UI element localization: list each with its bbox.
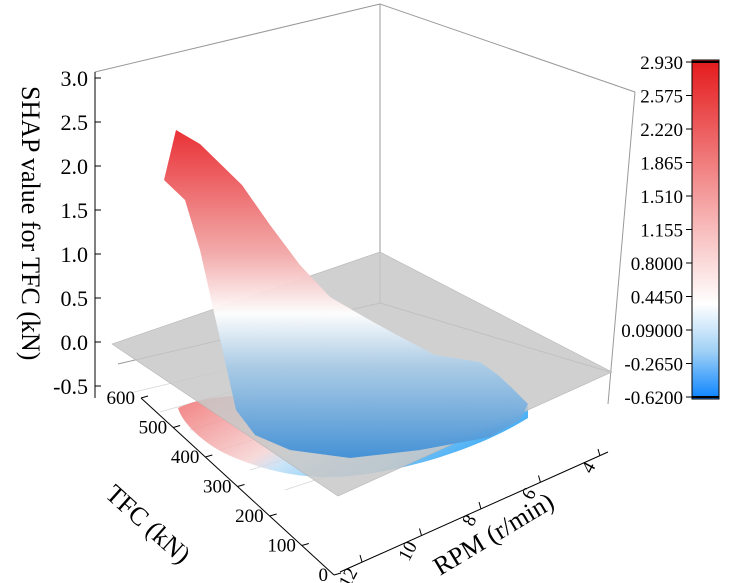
colorbar-tick-label: 0.4450: [631, 288, 683, 309]
rpm-tick-mark: [359, 554, 363, 563]
colorbar-tick-label: -0.6200: [624, 388, 683, 409]
colorbar-tick-label: 1.155: [640, 221, 683, 242]
z-tick-label: 1.5: [61, 198, 89, 223]
tfc-tick-mark: [140, 395, 149, 399]
tfc-tick-mark: [269, 513, 277, 517]
tfc-tick-mark: [301, 543, 309, 546]
rpm-tick-mark: [597, 448, 601, 457]
colorbar-tick-label: 0.8000: [631, 254, 683, 275]
tfc-tick-label: 600: [107, 388, 136, 409]
rpm-tick-mark: [478, 501, 482, 510]
z-tick-label: 1.0: [61, 242, 89, 267]
tfc-tick-label: 100: [267, 536, 296, 557]
colorbar-tick-label: 1.865: [640, 154, 683, 175]
tfc-tick-mark: [333, 572, 342, 576]
colorbar: [691, 59, 720, 400]
rpm-tick-mark: [419, 528, 422, 536]
shap-surface: [164, 130, 528, 458]
colorbar-tick-label: 2.575: [640, 87, 683, 108]
tfc-tick-label: 500: [139, 418, 168, 439]
rpm-axis-label: RPM (r/min): [428, 487, 559, 581]
rpm-axis: [339, 451, 609, 573]
tfc-tick-mark: [237, 484, 245, 487]
z-tick-label: 0.0: [61, 330, 89, 355]
tfc-tick-mark: [173, 425, 181, 428]
z-tick-label: 3.0: [61, 66, 89, 91]
z-tick-label: 2.0: [61, 154, 89, 179]
rpm-tick-label: 12: [335, 564, 362, 583]
z-tick-label: 2.5: [61, 110, 89, 135]
colorbar-tick-label: -0.2650: [624, 355, 683, 376]
tfc-tick-label: 200: [235, 506, 264, 527]
tfc-tick-label: 0: [319, 565, 329, 583]
tfc-tick-mark: [205, 454, 213, 458]
z-tick-label: -0.5: [53, 374, 88, 399]
z-tick-label: 0.5: [61, 286, 89, 311]
tfc-tick-label: 300: [203, 477, 232, 498]
colorbar-tick-label: 1.510: [640, 187, 683, 208]
rpm-tick-label: 10: [394, 538, 421, 565]
colorbar-tick-label: 2.220: [640, 120, 683, 141]
z-axis-label: SHAP value for TFC (kN): [16, 86, 45, 360]
colorbar-tick-label: 0.09000: [621, 321, 683, 342]
tfc-tick-label: 400: [171, 447, 200, 468]
rpm-tick-mark: [538, 475, 541, 483]
tfc-axis-label: TFC (kN): [100, 479, 196, 570]
colorbar-tick-label: 2.930: [640, 53, 683, 74]
